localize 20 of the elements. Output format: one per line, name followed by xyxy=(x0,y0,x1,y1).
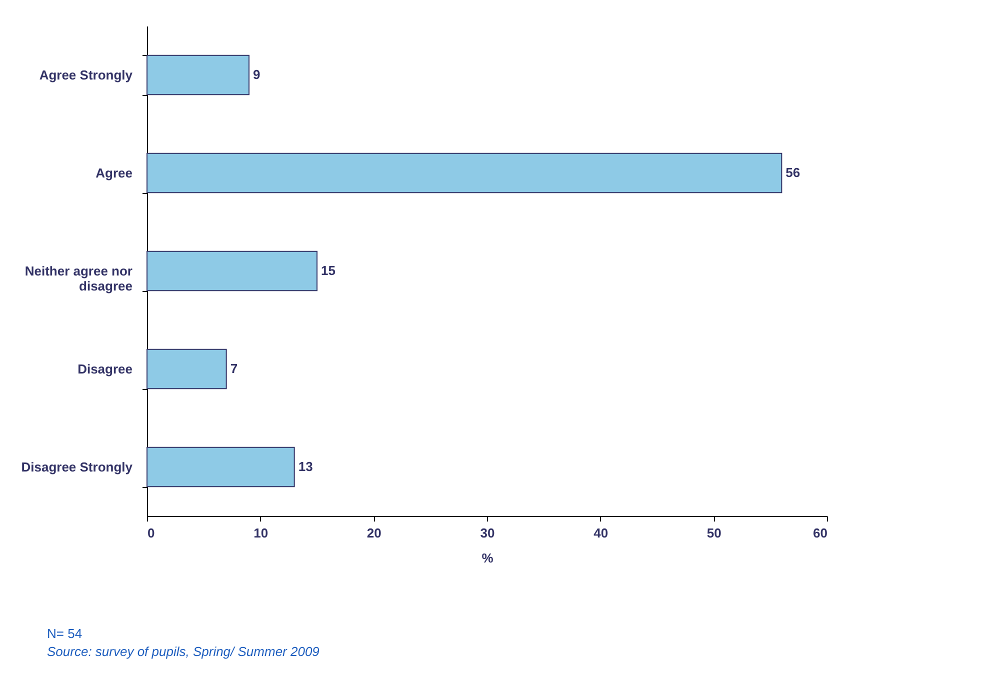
y-tick-label: Neither agree nor disagree xyxy=(24,264,132,294)
data-label: 9 xyxy=(253,67,260,82)
y-tick-label: Disagree Strongly xyxy=(21,460,134,474)
text: N= 54 xyxy=(47,626,82,641)
x-tick-label: 60 xyxy=(813,526,828,540)
x-axis-title: % xyxy=(482,550,494,566)
x-tick-label: 20 xyxy=(366,526,382,540)
y-tick-label: Agree xyxy=(96,166,132,180)
source-note: Source: survey of pupils, Spring/ Summer 2009 xyxy=(47,644,320,659)
x-tick-label: 50 xyxy=(706,526,722,540)
data-label: 7 xyxy=(230,361,238,376)
data-label: 15 xyxy=(321,263,336,278)
x-tick-label: 0 xyxy=(148,526,155,540)
x-tick-label: 40 xyxy=(594,526,608,540)
data-label: 13 xyxy=(298,459,313,474)
y-tick-label: Agree Strongly xyxy=(39,68,134,82)
x-tick-label: 10 xyxy=(254,526,268,540)
y-tick-label: Disagree xyxy=(78,362,132,376)
x-tick-label: 30 xyxy=(480,526,495,540)
data-label: 56 xyxy=(786,165,800,180)
